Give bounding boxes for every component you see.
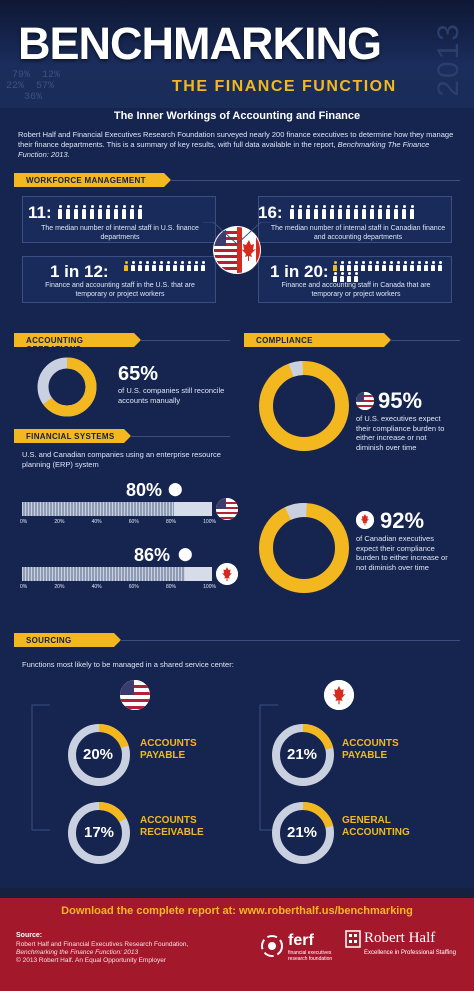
sourcing-desc: Functions most likely to be managed in a… bbox=[22, 660, 234, 669]
ca-compliance-desc: of Canadian executives expect their comp… bbox=[356, 534, 448, 572]
us-ap-label: ACCOUNTS PAYABLE bbox=[140, 738, 197, 761]
intro-text-after: . bbox=[67, 150, 70, 159]
maple-leaf-icon bbox=[324, 680, 354, 710]
us-flag-icon bbox=[216, 498, 238, 520]
section-compliance: COMPLIANCE bbox=[244, 333, 391, 347]
location-pin-icon: ⬤ bbox=[168, 481, 183, 496]
ca-staff-number: 16: bbox=[258, 203, 283, 222]
ca-staff-desc: The median number of internal staff in C… bbox=[270, 225, 446, 241]
financial-desc: U.S. and Canadian companies using an ent… bbox=[22, 450, 221, 469]
us-erp-ticks: 0% 20% 40% 60% 80% 100% bbox=[20, 519, 216, 525]
ca-staff-panel bbox=[258, 196, 452, 243]
robert-half-tagline: Excellence in Professional Staffing bbox=[364, 950, 456, 956]
section-financial: FINANCIAL SYSTEMS bbox=[14, 429, 131, 443]
us-ar-ring bbox=[68, 802, 130, 864]
ca-ga-ring bbox=[272, 802, 334, 864]
inner-heading: The Inner Workings of Accounting and Fin… bbox=[113, 110, 361, 122]
ca-sourcing-connector bbox=[259, 704, 278, 831]
us-compliance-donut bbox=[259, 361, 349, 451]
us-erp-bar bbox=[22, 502, 212, 516]
location-pin-icon: ⬤ bbox=[178, 546, 193, 561]
ca-temp-number: 1 in 20: bbox=[270, 262, 329, 281]
intro-text: Robert Half and Financial Executives Res… bbox=[18, 130, 458, 160]
maple-leaf-icon bbox=[216, 563, 238, 585]
download-link[interactable]: Download the complete report at: www.rob… bbox=[61, 905, 413, 917]
divider bbox=[170, 180, 460, 181]
us-staff-figures bbox=[57, 205, 143, 219]
ca-compliance-donut bbox=[259, 503, 349, 593]
source-title: Source: bbox=[16, 932, 43, 939]
maple-leaf-icon bbox=[356, 511, 374, 529]
robert-half-name: Robert Half bbox=[364, 930, 436, 946]
ferf-subtitle: financial executives research foundation bbox=[288, 950, 333, 962]
robert-half-emblem-icon bbox=[345, 930, 361, 948]
year-label: 2013 bbox=[432, 22, 465, 97]
accounting-pct: 65% bbox=[118, 363, 159, 385]
us-erp-pct: 80% bbox=[126, 480, 163, 500]
ca-temp-desc: Finance and accounting staff in Canada t… bbox=[281, 282, 431, 298]
us-staff-panel bbox=[22, 196, 216, 243]
ca-ga-pct: 21% bbox=[287, 824, 318, 841]
us-flag-icon bbox=[356, 392, 374, 410]
us-temp-number: 1 in 12: bbox=[50, 262, 109, 281]
ca-erp-ticks: 0% 20% 40% 60% 80% 100% bbox=[20, 584, 216, 590]
ca-ap-ring bbox=[272, 724, 334, 786]
us-temp-panel bbox=[22, 256, 216, 303]
accounting-desc: of U.S. companies still reconcile accoun… bbox=[118, 386, 225, 405]
us-sourcing-connector bbox=[31, 704, 50, 831]
section-sourcing: SOURCING bbox=[14, 633, 121, 647]
divider bbox=[130, 436, 230, 437]
us-compliance-desc: of U.S. executives expect their complian… bbox=[356, 414, 445, 452]
ca-staff-figures bbox=[289, 205, 415, 219]
header: 79% 12% 22% 57% 36% BENCHMARKING 2013 TH… bbox=[0, 0, 474, 108]
us-ar-label: ACCOUNTS RECEIVABLE bbox=[140, 815, 204, 838]
ca-ap-label: ACCOUNTS PAYABLE bbox=[342, 738, 399, 761]
us-flag-icon bbox=[120, 680, 150, 710]
ca-erp-pct: 86% bbox=[134, 545, 171, 565]
us-ap-ring bbox=[68, 724, 130, 786]
ca-temp-figures bbox=[332, 261, 448, 282]
us-temp-figures bbox=[123, 261, 211, 271]
source-text: Robert Half and Financial Executives Res… bbox=[16, 941, 189, 964]
intro-report-title: Benchmarking The Finance Function: 2013 bbox=[18, 140, 430, 159]
page-subtitle: THE FINANCE FUNCTION bbox=[172, 78, 397, 95]
ca-compliance-pct: 92% bbox=[380, 508, 425, 533]
us-staff-number: 11: bbox=[28, 203, 52, 222]
divider bbox=[390, 340, 460, 341]
ferf-name: ferf bbox=[288, 932, 314, 949]
us-ar-pct: 17% bbox=[84, 824, 115, 841]
divider bbox=[140, 340, 230, 341]
ca-ga-label: GENERAL ACCOUNTING bbox=[342, 815, 410, 838]
decorative-numbers: 79% 12% 22% 57% 36% bbox=[0, 70, 61, 103]
page-title: BENCHMARKING bbox=[18, 18, 382, 69]
ca-ap-pct: 21% bbox=[287, 746, 318, 763]
divider bbox=[120, 640, 460, 641]
section-workforce: WORKFORCE MANAGEMENT bbox=[14, 173, 171, 187]
us-compliance-pct: 95% bbox=[378, 388, 423, 413]
flags-emblem bbox=[203, 222, 271, 274]
us-temp-desc: Finance and accounting staff in the U.S.… bbox=[45, 282, 195, 298]
us-ap-pct: 20% bbox=[83, 746, 114, 763]
footer bbox=[0, 898, 474, 991]
section-accounting: ACCOUNTING OPERATIONS bbox=[14, 333, 141, 354]
us-staff-desc: The median number of internal staff in U… bbox=[41, 225, 199, 241]
intro-text-before: Robert Half and Financial Executives Res… bbox=[18, 130, 454, 149]
ca-erp-bar bbox=[22, 567, 212, 581]
accounting-donut bbox=[37, 357, 97, 417]
ferf-swirl-icon bbox=[261, 935, 283, 957]
